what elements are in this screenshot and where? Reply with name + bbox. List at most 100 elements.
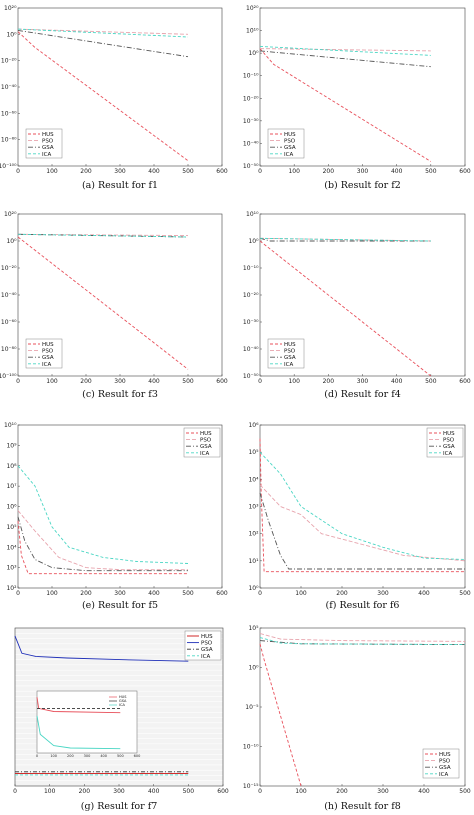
x-tick-label: 0: [258, 590, 262, 597]
series-line-ica: [259, 637, 466, 646]
legend-label-gsa: GSA: [42, 145, 54, 151]
inset-legend-label: ICA: [119, 703, 125, 707]
legend-box: [267, 338, 305, 369]
y-tick-label: 10⁻⁴⁰: [243, 140, 259, 147]
series-line-gsa: [259, 50, 431, 68]
x-tick-label: 600: [459, 168, 471, 175]
y-tick-label: 10⁴: [248, 476, 259, 483]
legend-label-ica: ICA: [443, 451, 452, 457]
panel-caption: (c) Result for f3: [82, 389, 158, 400]
y-tick-label: 10²: [248, 531, 259, 538]
y-tick-label: 10⁻⁴⁰: [1, 84, 17, 91]
legend-label-ica: ICA: [284, 362, 293, 368]
series-line-pso: [14, 635, 189, 662]
panel-caption: (b) Result for f2: [324, 180, 401, 191]
series-line-pso: [17, 510, 188, 571]
x-tick-label: 400: [148, 788, 160, 795]
inset-x-tick-label: 0: [36, 754, 38, 758]
legend-box: [183, 427, 221, 458]
y-tick-label: 10⁻⁵: [245, 704, 259, 711]
legend-box: [267, 128, 305, 159]
legend-label-ica: ICA: [42, 362, 51, 368]
inset-frame: [36, 690, 138, 754]
x-tick-label: 300: [113, 788, 125, 795]
x-tick-label: 200: [80, 378, 92, 385]
series-line-gsa: [17, 29, 189, 58]
legend-label-pso: PSO: [42, 139, 54, 145]
y-tick-label: 10⁻²⁰: [243, 95, 259, 102]
series-line-ica: [17, 233, 189, 238]
y-tick-label: 10³: [248, 504, 259, 511]
legend-label-pso: PSO: [200, 438, 212, 444]
inset-x-tick-label: 300: [84, 754, 91, 758]
x-tick-label: 200: [336, 590, 348, 597]
y-tick-label: 10⁻⁵⁰: [243, 163, 259, 170]
x-tick-label: 300: [377, 788, 389, 795]
x-tick-label: 400: [148, 590, 160, 597]
series-line-hus: [17, 31, 189, 162]
x-tick-label: 200: [80, 590, 92, 597]
x-tick-label: 0: [13, 788, 17, 795]
x-tick-label: 600: [216, 378, 228, 385]
x-tick-label: 300: [114, 168, 126, 175]
inset-x-tick-label: 500: [117, 754, 124, 758]
y-tick-label: 10⁻²⁰: [243, 292, 259, 299]
y-tick-label: 10⁻⁴⁰: [243, 346, 259, 353]
legend-box: [426, 427, 464, 458]
chart-panel-f7: 0 100 200 300 400 500 600 0 100 200 300 400 500 600 HU…: [13, 627, 229, 812]
x-tick-label: 100: [46, 378, 58, 385]
panel-caption: (h) Result for f8: [324, 801, 401, 812]
y-tick-label: 10⁻⁶⁰: [1, 110, 17, 117]
legend-label-gsa: GSA: [284, 145, 296, 151]
x-tick-label: 500: [425, 378, 437, 385]
inset-x-tick-label: 200: [67, 754, 74, 758]
y-tick-label: 10⁻¹⁰: [243, 744, 259, 751]
y-tick-label: 10⁰: [248, 238, 259, 245]
inset-x-tick-label: 400: [100, 754, 107, 758]
x-tick-label: 200: [79, 788, 91, 795]
y-tick-label: 10⁻¹⁰: [243, 73, 259, 80]
x-tick-label: 100: [46, 168, 58, 175]
y-tick-label: 10⁻¹⁰: [243, 265, 259, 272]
x-tick-label: 400: [148, 168, 160, 175]
x-tick-label: 0: [258, 378, 262, 385]
y-tick-label: 10⁻²⁰: [1, 265, 17, 272]
legend-box: [25, 338, 63, 369]
series-line-hus: [259, 643, 302, 787]
legend-box: [422, 748, 460, 779]
legend-label-hus: HUS: [200, 431, 212, 437]
legend-label-pso: PSO: [284, 139, 296, 145]
y-tick-label: 10⁶: [6, 504, 17, 511]
x-tick-label: 300: [114, 590, 126, 597]
y-tick-label: 10¹⁰: [4, 422, 17, 429]
legend-label-hus: HUS: [443, 431, 455, 437]
y-tick-label: 10²⁰: [4, 5, 17, 12]
y-tick-label: 10⁻³⁰: [243, 118, 259, 125]
y-tick-label: 10¹: [248, 558, 259, 565]
legend-label-pso: PSO: [443, 438, 455, 444]
legend-label-ica: ICA: [201, 654, 210, 660]
y-tick-label: 10⁻⁴⁰: [1, 292, 17, 299]
legend-label-hus: HUS: [42, 132, 54, 138]
y-tick-label: 10⁷: [6, 483, 17, 490]
y-tick-label: 10⁻⁶⁰: [1, 319, 17, 326]
x-tick-label: 500: [459, 590, 471, 597]
legend-label-ica: ICA: [284, 152, 293, 158]
chart-panel-f6: 0 100 200 300 400 500 10⁰ 10¹ 10² 10³ 10⁴ 10⁵ 10⁶ HUS…: [248, 422, 470, 611]
y-tick-label: 10²⁰: [246, 5, 259, 12]
x-tick-label: 300: [114, 378, 126, 385]
series-line-ica: [259, 237, 431, 242]
x-tick-label: 500: [459, 788, 471, 795]
series-line-gsa: [259, 492, 465, 570]
chart-panel-f3: 0 100 200 300 400 500 600 10⁻¹⁰⁰ 10⁻⁸⁰ 10⁻⁶⁰ 10⁻⁴⁰…: [0, 211, 228, 400]
y-tick-label: 10⁻³⁰: [243, 319, 259, 326]
x-tick-label: 200: [323, 168, 335, 175]
series-line-pso: [17, 28, 189, 35]
x-tick-label: 0: [16, 378, 20, 385]
legend-label-ica: ICA: [200, 451, 209, 457]
y-tick-label: 10⁻¹⁰⁰: [0, 373, 17, 380]
